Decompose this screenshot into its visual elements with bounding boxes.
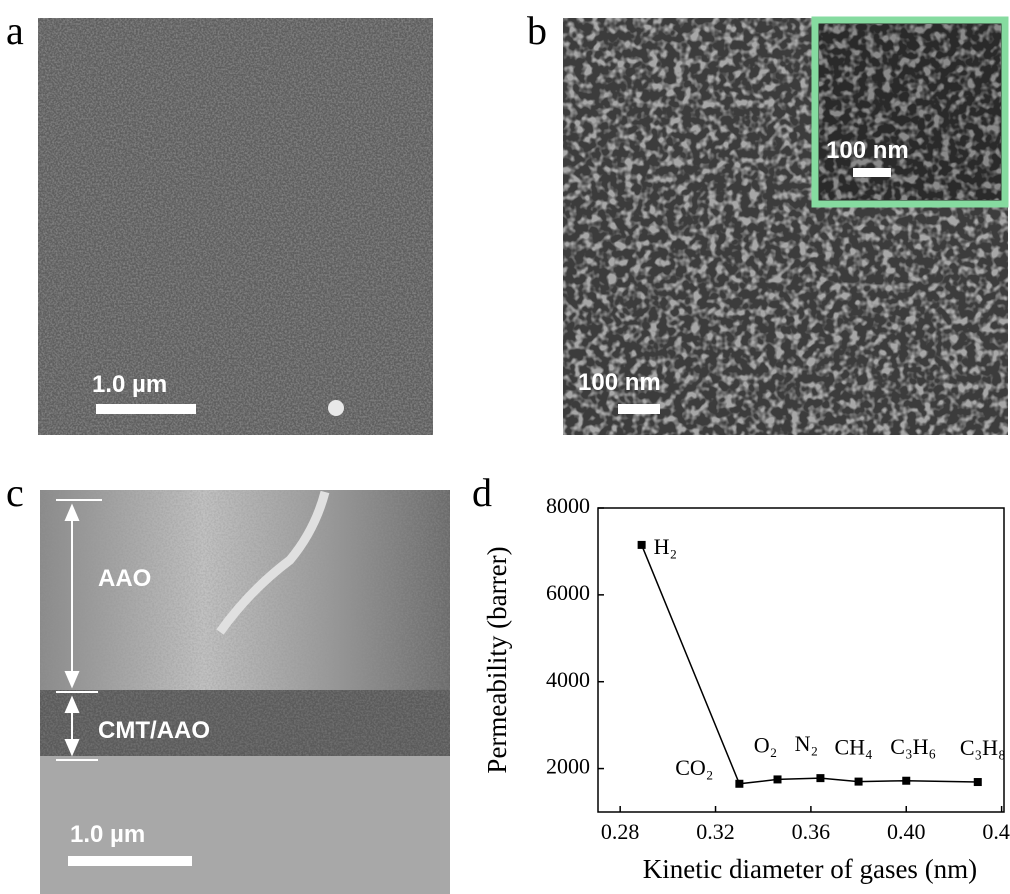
point-label: CO₂: [675, 755, 713, 780]
figure: a 1.0 µm b 100 nm 100 nm c AAO CMT/AAO 1…: [0, 0, 1010, 894]
particle: [328, 400, 344, 416]
layer-label: CMT/AAO: [98, 717, 210, 744]
panel-label: d: [472, 470, 492, 515]
scale-bar: [68, 856, 192, 866]
data-point: [855, 778, 863, 786]
point-label: N₂: [795, 731, 819, 756]
y-tick-label: 6000: [546, 580, 590, 605]
panel-label: b: [527, 8, 547, 53]
data-point: [816, 774, 824, 782]
x-tick-label: 0.44: [982, 819, 1010, 844]
y-tick-label: 4000: [546, 667, 590, 692]
point-label: H₂: [654, 534, 678, 559]
y-tick-label: 2000: [546, 754, 590, 779]
scale-bar: [96, 404, 196, 414]
x-tick-label: 0.40: [887, 819, 926, 844]
data-point: [735, 780, 743, 788]
x-axis-label: Kinetic diameter of gases (nm): [643, 854, 977, 884]
point-label: CH₄: [834, 735, 872, 760]
data-point: [902, 777, 910, 785]
x-tick-label: 0.28: [601, 819, 640, 844]
inset-texture: [819, 24, 1001, 200]
data-point: [974, 778, 982, 786]
panel-label: c: [6, 470, 24, 515]
panel-label: a: [6, 8, 24, 53]
data-point: [774, 775, 782, 783]
scale-bar-label: 1.0 µm: [92, 371, 167, 398]
scale-bar-label: 100 nm: [578, 369, 661, 396]
data-point: [638, 541, 646, 549]
y-tick-label: 8000: [546, 493, 590, 518]
scale-bar: [618, 404, 660, 414]
layer-label: AAO: [98, 565, 151, 592]
x-tick-label: 0.36: [792, 819, 831, 844]
point-label: C₃H₈: [960, 735, 1006, 760]
point-label: C₃H₆: [890, 734, 936, 759]
y-axis-label: Permeability (barrer): [482, 546, 512, 773]
point-label: O₂: [754, 732, 778, 757]
scale-bar-label: 1.0 µm: [70, 821, 145, 848]
inset-scale-bar-label: 100 nm: [826, 137, 909, 164]
x-tick-label: 0.32: [696, 819, 735, 844]
inset-scale-bar: [853, 168, 891, 177]
